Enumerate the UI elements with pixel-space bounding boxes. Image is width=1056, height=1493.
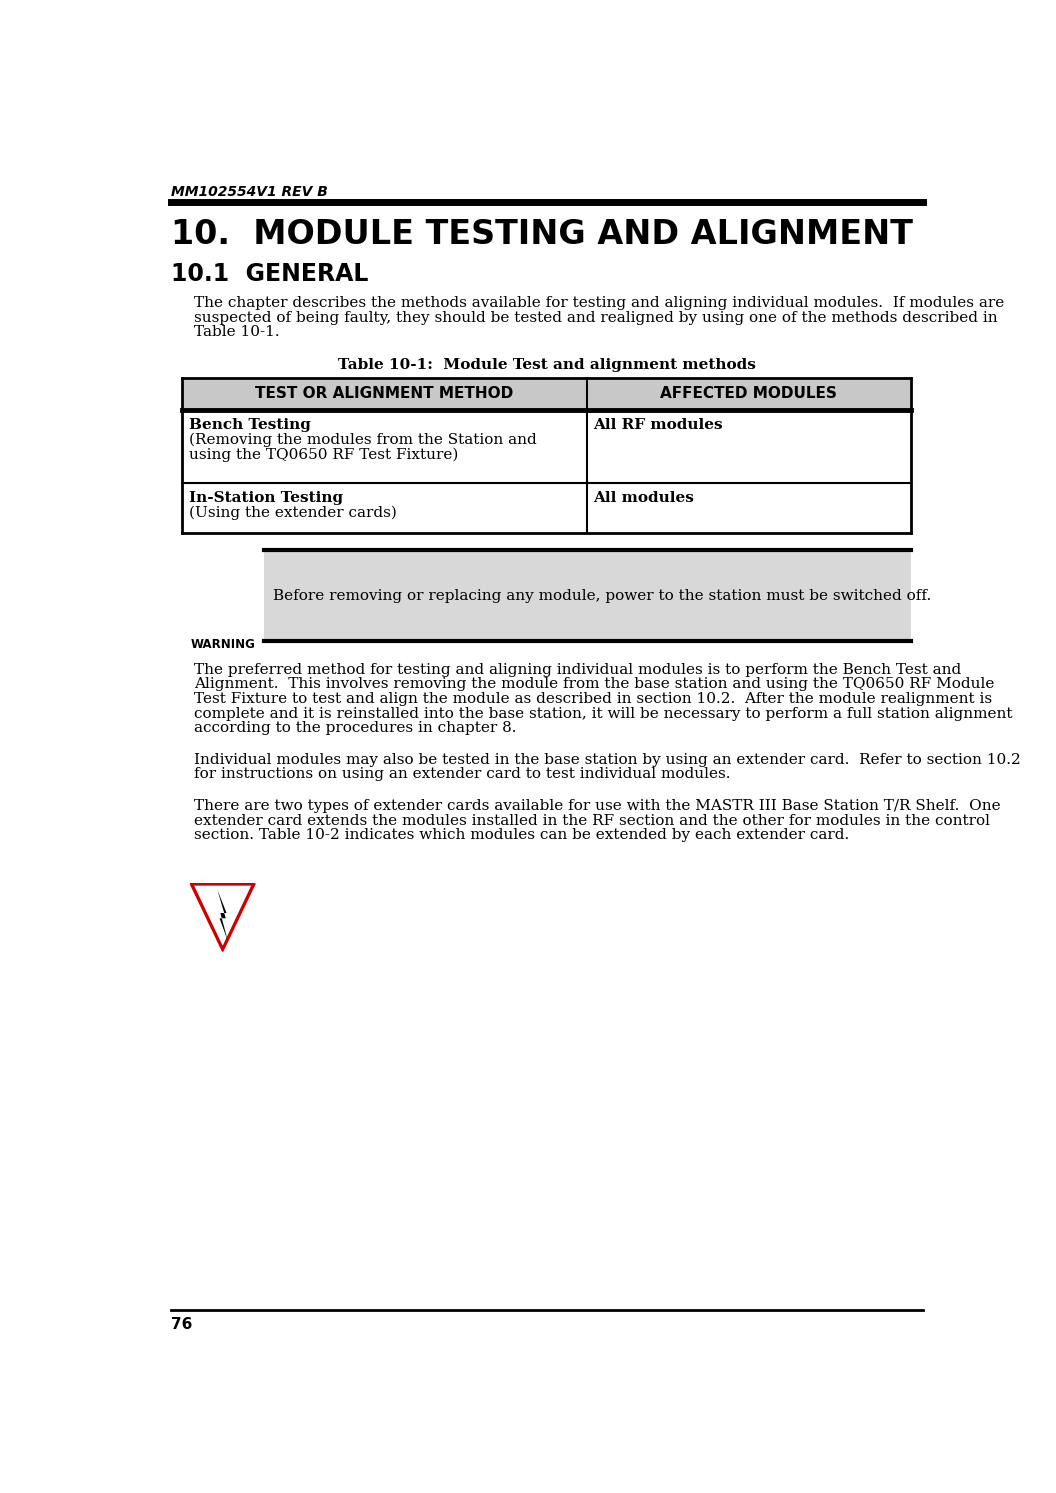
- Text: Test Fixture to test and align the module as described in section 10.2.  After t: Test Fixture to test and align the modul…: [194, 691, 993, 706]
- Text: suspected of being faulty, they should be tested and realigned by using one of t: suspected of being faulty, they should b…: [194, 311, 998, 325]
- Text: section. Table 10-2 indicates which modules can be extended by each extender car: section. Table 10-2 indicates which modu…: [194, 829, 849, 842]
- Text: according to the procedures in chapter 8.: according to the procedures in chapter 8…: [194, 721, 516, 735]
- Text: Bench Testing: Bench Testing: [189, 418, 310, 431]
- Text: Alignment.  This involves removing the module from the base station and using th: Alignment. This involves removing the mo…: [194, 678, 995, 691]
- Text: 76: 76: [171, 1317, 192, 1332]
- Text: All modules: All modules: [592, 491, 694, 505]
- Text: using the TQ0650 RF Test Fixture): using the TQ0650 RF Test Fixture): [189, 446, 458, 461]
- Text: extender card extends the modules installed in the RF section and the other for : extender card extends the modules instal…: [194, 814, 991, 827]
- Polygon shape: [194, 885, 251, 945]
- Text: Before removing or replacing any module, power to the station must be switched o: Before removing or replacing any module,…: [274, 588, 931, 603]
- Bar: [183, 411, 911, 533]
- Text: AFFECTED MODULES: AFFECTED MODULES: [660, 387, 837, 402]
- Polygon shape: [218, 890, 228, 942]
- Text: 10.1  GENERAL: 10.1 GENERAL: [171, 263, 369, 287]
- Text: Table 10-1.: Table 10-1.: [194, 325, 280, 339]
- Text: Individual modules may also be tested in the base station by using an extender c: Individual modules may also be tested in…: [194, 752, 1021, 767]
- Bar: [264, 551, 911, 640]
- Text: The chapter describes the methods available for testing and aligning individual : The chapter describes the methods availa…: [194, 296, 1004, 311]
- Text: In-Station Testing: In-Station Testing: [189, 491, 343, 505]
- Text: for instructions on using an extender card to test individual modules.: for instructions on using an extender ca…: [194, 767, 731, 781]
- Text: Table 10-1:  Module Test and alignment methods: Table 10-1: Module Test and alignment me…: [338, 358, 755, 372]
- Polygon shape: [190, 884, 256, 951]
- Text: WARNING: WARNING: [190, 638, 256, 651]
- Text: There are two types of extender cards available for use with the MASTR III Base : There are two types of extender cards av…: [194, 799, 1001, 814]
- Text: (Removing the modules from the Station and: (Removing the modules from the Station a…: [189, 433, 536, 446]
- Text: (Using the extender cards): (Using the extender cards): [189, 506, 396, 520]
- Text: TEST OR ALIGNMENT METHOD: TEST OR ALIGNMENT METHOD: [256, 387, 513, 402]
- Text: MM102554V1 REV B: MM102554V1 REV B: [171, 185, 327, 200]
- Text: The preferred method for testing and aligning individual modules is to perform t: The preferred method for testing and ali…: [194, 663, 961, 676]
- Text: All RF modules: All RF modules: [592, 418, 722, 431]
- Text: complete and it is reinstalled into the base station, it will be necessary to pe: complete and it is reinstalled into the …: [194, 706, 1013, 721]
- Text: 10.  MODULE TESTING AND ALIGNMENT: 10. MODULE TESTING AND ALIGNMENT: [171, 218, 912, 251]
- Bar: [183, 378, 911, 411]
